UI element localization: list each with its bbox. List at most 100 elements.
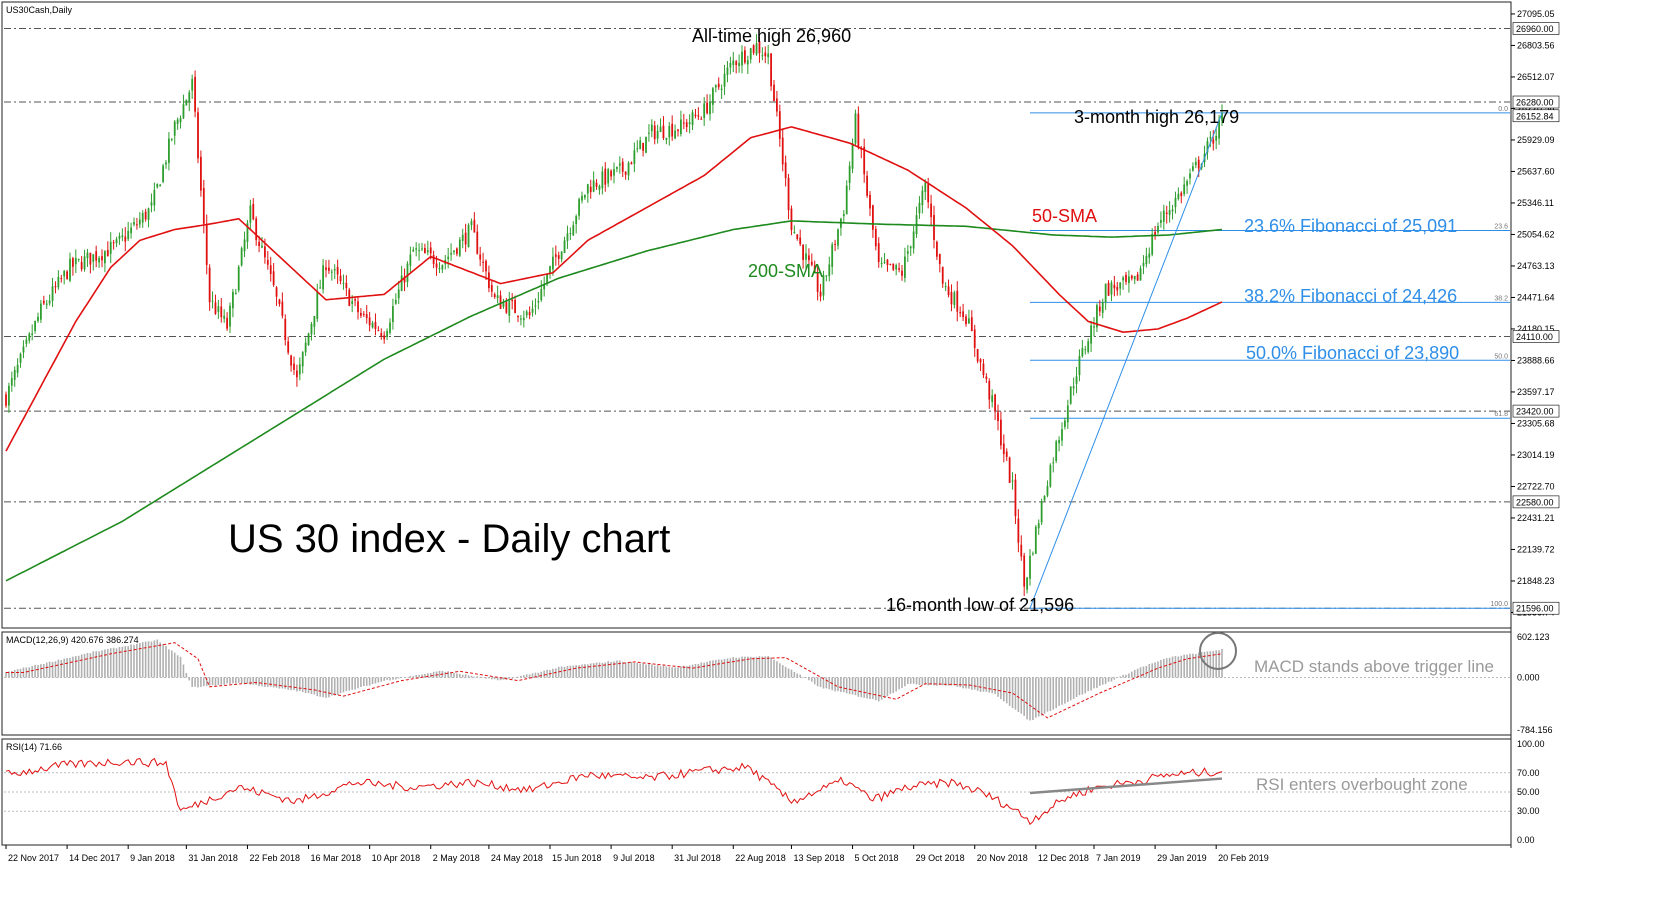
candle-body: [938, 253, 941, 265]
candle-body: [1183, 184, 1186, 195]
candle-body: [1098, 306, 1101, 312]
candle-body: [281, 301, 284, 316]
candle-body: [432, 255, 435, 264]
candle-body: [386, 331, 388, 338]
candle-body: [365, 314, 368, 319]
candle-body: [182, 104, 185, 119]
candle-body: [185, 99, 188, 106]
candle-body: [880, 262, 883, 265]
price-tick-label: 25929.09: [1517, 135, 1555, 145]
date-tick-label: 29 Jan 2019: [1157, 853, 1207, 863]
candle-body: [537, 301, 540, 303]
candle-body: [322, 265, 324, 290]
date-tick-label: 24 May 2018: [491, 853, 543, 863]
candle-body: [735, 61, 738, 66]
candle-body: [1078, 356, 1081, 376]
candle-body: [1215, 136, 1218, 141]
candle-body: [232, 291, 234, 309]
candle-body: [409, 254, 412, 266]
candle-body: [822, 275, 825, 296]
candle-body: [45, 303, 48, 305]
date-tick-label: 9 Jan 2018: [130, 853, 175, 863]
candle-body: [700, 118, 703, 120]
candle-body: [956, 290, 959, 312]
date-tick-label: 13 Sep 2018: [793, 853, 844, 863]
candle-body: [1171, 209, 1174, 212]
candle-body: [616, 166, 618, 169]
candle-body: [997, 412, 999, 422]
candle-body: [1136, 274, 1139, 281]
candle-body: [1049, 465, 1052, 487]
candle-body: [630, 162, 633, 165]
candle-body: [645, 136, 647, 153]
candle-body: [293, 363, 295, 370]
candle-body: [243, 239, 246, 252]
candle-body: [665, 138, 668, 140]
candle-body: [325, 267, 327, 271]
candle-body: [883, 261, 886, 263]
level-price-label: 22580.00: [1516, 497, 1554, 507]
sma50-label: 50-SMA: [1032, 206, 1097, 226]
candle-body: [729, 62, 732, 68]
candle-body: [418, 250, 420, 252]
candle-body: [546, 273, 548, 284]
candle-body: [848, 165, 851, 184]
candle-body: [528, 312, 531, 316]
candle-body: [892, 263, 895, 270]
candle-body: [508, 300, 511, 316]
candle-body: [522, 317, 525, 321]
candle-body: [575, 216, 578, 224]
date-tick-label: 22 Nov 2017: [8, 853, 59, 863]
candle-body: [531, 308, 534, 313]
candle-body: [808, 255, 810, 261]
candle-body: [179, 118, 182, 123]
candle-body: [310, 323, 313, 335]
candle-body: [1037, 523, 1040, 529]
candle-body: [104, 251, 106, 264]
sma200-label: 200-SMA: [748, 261, 823, 281]
candle-body: [845, 185, 848, 215]
candle-body: [450, 252, 452, 255]
candle-body: [703, 103, 706, 118]
level-price-label: 24110.00: [1516, 332, 1553, 342]
candle-body: [752, 45, 755, 53]
candle-body: [962, 311, 964, 318]
candle-body: [813, 265, 816, 273]
candle-body: [447, 256, 450, 260]
candle-body: [144, 211, 147, 220]
candle-body: [520, 318, 522, 320]
candle-body: [25, 339, 28, 344]
candle-body: [249, 205, 252, 223]
candle-body: [374, 322, 377, 330]
candle-body: [456, 248, 458, 254]
candle-body: [874, 228, 877, 247]
candle-body: [109, 241, 112, 254]
candle-body: [1212, 139, 1215, 144]
candle-body: [1125, 274, 1127, 282]
candle-body: [156, 183, 159, 188]
candle-body: [595, 182, 598, 187]
candle-body: [1005, 451, 1008, 457]
candle-body: [69, 258, 71, 281]
candle-body: [933, 215, 935, 240]
candle-body: [1020, 544, 1023, 557]
candle-body: [1043, 496, 1046, 501]
price-tick-label: 25637.60: [1517, 166, 1555, 176]
candle-body: [400, 275, 403, 291]
candle-body: [16, 364, 19, 373]
candle-body: [136, 224, 138, 226]
candle-body: [720, 88, 723, 90]
candle-body: [1119, 282, 1122, 289]
date-tick-label: 12 Dec 2018: [1038, 853, 1089, 863]
candle-body: [1142, 262, 1145, 267]
candle-body: [1066, 405, 1069, 423]
macd-layer: [4, 639, 1510, 721]
candle-body: [42, 300, 45, 304]
candle-body: [22, 346, 25, 353]
candle-body: [1145, 255, 1148, 265]
candle-body: [953, 292, 956, 305]
candle-body: [217, 306, 220, 312]
candle-body: [173, 121, 176, 136]
last-price-label: 26152.84: [1516, 111, 1554, 121]
level-price-label: 26960.00: [1516, 24, 1554, 34]
